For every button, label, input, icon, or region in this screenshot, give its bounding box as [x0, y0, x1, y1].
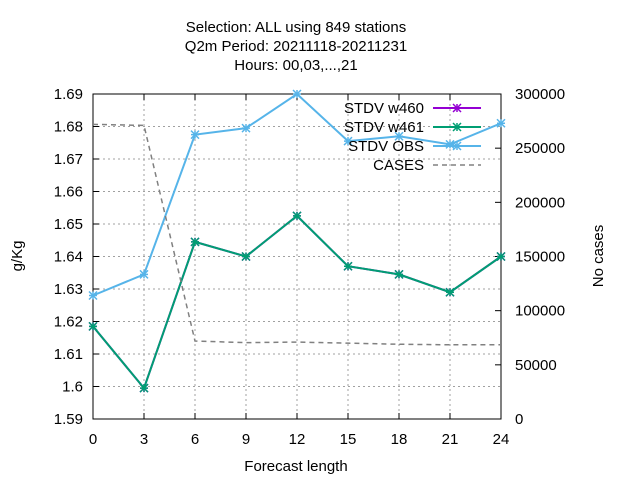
data-point-stdv-obs: [496, 118, 506, 128]
legend-label-stdv-w461: STDV w461: [344, 119, 424, 136]
y-tick-label: 1.6: [62, 379, 83, 396]
x-axis-label: Forecast length: [244, 458, 347, 475]
legend-label-stdv-obs: STDV OBS: [348, 138, 424, 155]
series-line-stdv-w461: [92, 214, 502, 391]
y2-tick-label: 250000: [515, 140, 565, 157]
data-point-stdv-w461: [88, 321, 98, 331]
y-tick-label: 1.61: [54, 346, 83, 363]
x-tick-label: 6: [191, 431, 199, 448]
y-tick-label: 1.59: [54, 411, 83, 428]
legend: STDV w460 STDV w461 STDV OBS CASES: [344, 100, 481, 174]
data-point-stdv-w461: [445, 287, 455, 297]
x-tick-label: 9: [242, 431, 250, 448]
x-tick-label: 12: [289, 431, 306, 448]
y-tick-label: 1.67: [54, 151, 83, 168]
data-point-stdv-obs: [241, 123, 251, 133]
data-point-stdv-obs: [139, 269, 149, 279]
title-line: Q2m Period: 20211118-20211231: [185, 38, 407, 55]
y-tick-label: 1.64: [54, 249, 83, 266]
data-point-stdv-w461: [343, 261, 353, 271]
y-tick-label: 1.65: [54, 216, 83, 233]
series: [88, 89, 506, 393]
x-tick-label: 18: [391, 431, 408, 448]
title-line: Selection: ALL using 849 stations: [186, 19, 406, 36]
y-tick-label: 1.62: [54, 314, 83, 331]
y-axis-label: g/Kg: [9, 241, 26, 272]
data-point-stdv-obs: [190, 130, 200, 140]
y-tick-label: 1.66: [54, 184, 83, 201]
legend-marker-stdv-obs: [452, 141, 462, 151]
data-point-stdv-obs: [445, 139, 455, 149]
data-point-stdv-obs: [394, 131, 404, 141]
y2-tick-label: 300000: [515, 86, 565, 103]
x-tick-label: 21: [442, 431, 459, 448]
legend-label-cases: CASES: [373, 157, 424, 174]
y-tick-label: 1.63: [54, 281, 83, 298]
data-point-stdv-obs: [343, 136, 353, 146]
data-point-stdv-w461: [190, 237, 200, 247]
x-tick-label: 24: [493, 431, 510, 448]
x-tick-label: 3: [140, 431, 148, 448]
chart-title: Selection: ALL using 849 stations Q2m Per…: [185, 19, 407, 74]
data-point-stdv-w461: [241, 251, 251, 262]
legend-marker-stdv-w460: [452, 103, 462, 113]
legend-marker-stdv-w461: [452, 122, 462, 132]
legend-label-stdv-w460: STDV w460: [344, 100, 424, 117]
axis-ticks: 0 3 6 9 12 15 18 21 24 1.59 1.6 1.61 1.62 1.63 1.64 1.6…: [54, 86, 565, 448]
data-point-stdv-obs: [88, 290, 98, 301]
x-tick-label: 0: [89, 431, 97, 448]
y2-tick-label: 200000: [515, 194, 565, 211]
y-tick-label: 1.68: [54, 119, 83, 136]
series-line-stdv-w460: [92, 214, 502, 391]
data-point-stdv-w461: [394, 269, 404, 279]
y2-tick-label: 150000: [515, 249, 565, 266]
y2-tick-label: 0: [515, 411, 523, 428]
y2-tick-label: 100000: [515, 303, 565, 320]
y-tick-label: 1.69: [54, 86, 83, 103]
y2-axis-label: No cases: [590, 225, 607, 288]
title-line: Hours: 00,03,...,21: [234, 57, 357, 74]
data-point-stdv-w461: [139, 383, 149, 393]
y2-tick-label: 50000: [515, 357, 557, 374]
data-point-stdv-w461: [496, 251, 506, 262]
data-point-stdv-w461: [292, 211, 302, 221]
x-tick-label: 15: [340, 431, 357, 448]
data-point-stdv-obs: [292, 89, 302, 99]
